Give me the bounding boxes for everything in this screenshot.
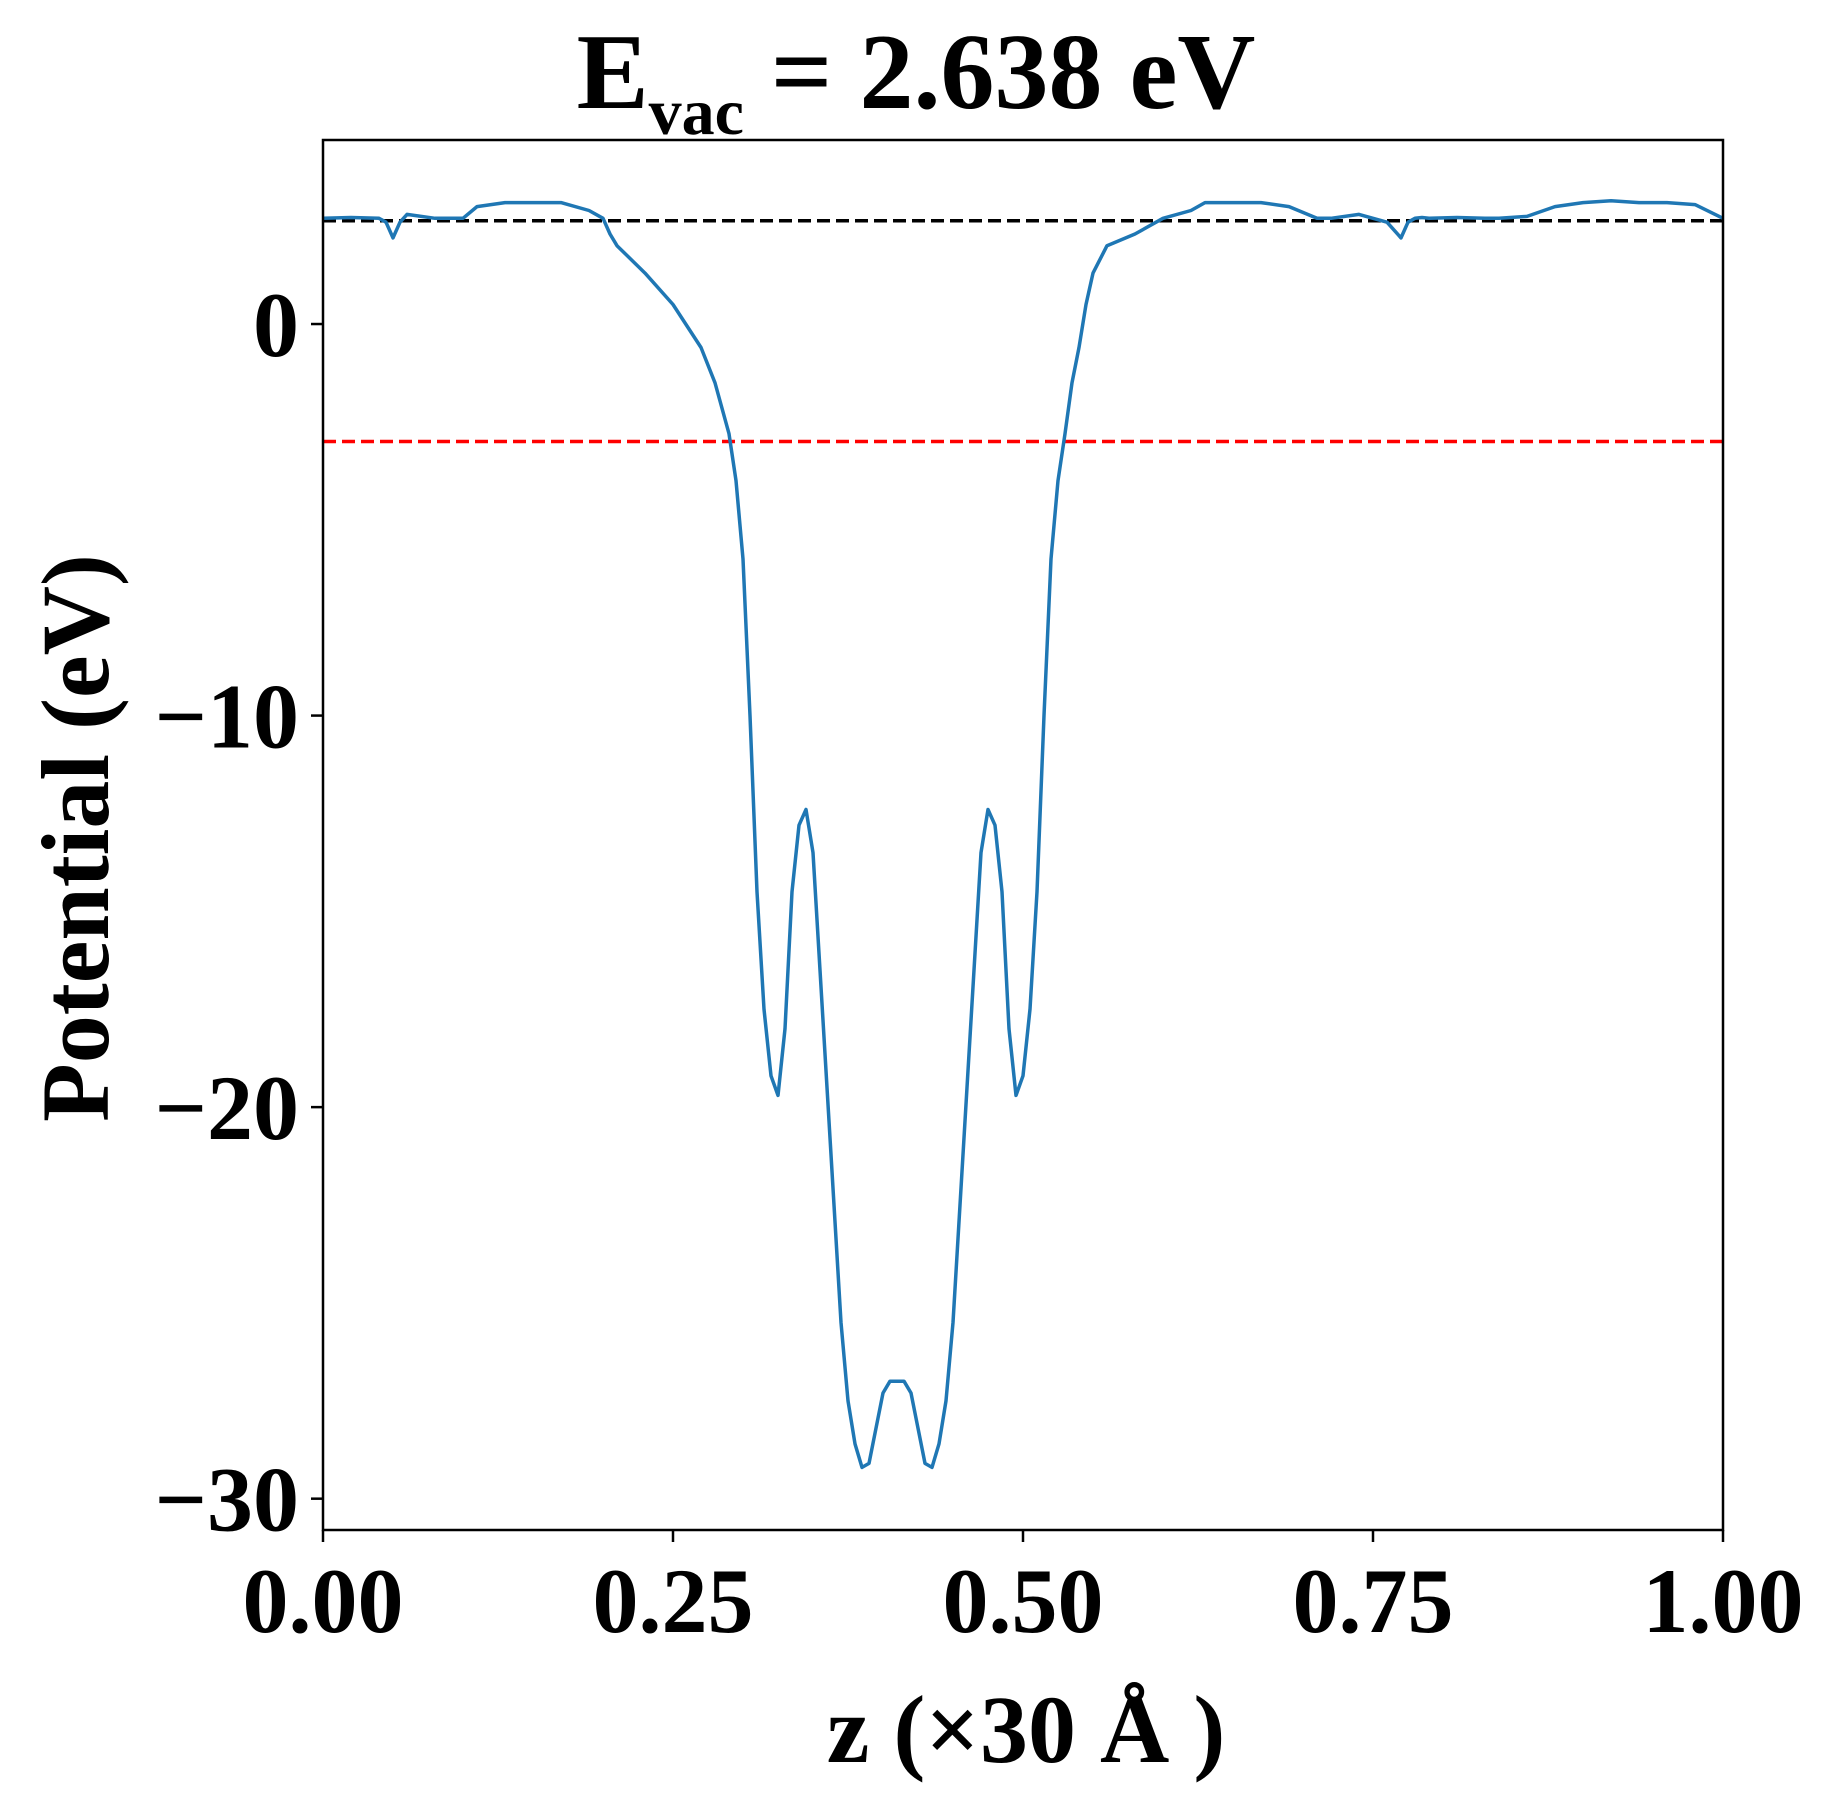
- x-tick-label-4: 1.00: [1643, 1550, 1804, 1652]
- x-axis-label: z (×30 Å ): [827, 1676, 1226, 1783]
- x-tick-label-2: 0.50: [943, 1550, 1104, 1652]
- x-tick-label-3: 0.75: [1293, 1550, 1454, 1652]
- x-tick-label-0: 0.00: [243, 1550, 404, 1652]
- y-tick-label-3: −30: [155, 1449, 299, 1551]
- x-tick-label-1: 0.25: [593, 1550, 754, 1652]
- y-axis-label: Potential (eV): [22, 554, 129, 1122]
- title-rest: = 2.638 eV: [744, 13, 1255, 132]
- y-tick-label-1: −10: [155, 666, 299, 768]
- reference-lines: [323, 218, 1723, 444]
- chart-title: Evac = 2.638 eV: [577, 13, 1256, 149]
- y-tick-label-0: 0: [253, 274, 299, 376]
- plot-frame: [321, 138, 1725, 1532]
- series-line-0: [322, 198, 1724, 1470]
- tick-group: 0.00 0.25 0.50 0.75 1.00 0 −10 −20 −30: [155, 274, 1804, 1652]
- y-tick-label-2: −20: [155, 1057, 299, 1159]
- title-main: E: [577, 13, 649, 132]
- series-group: [322, 198, 1724, 1470]
- title-subscript: vac: [649, 76, 744, 149]
